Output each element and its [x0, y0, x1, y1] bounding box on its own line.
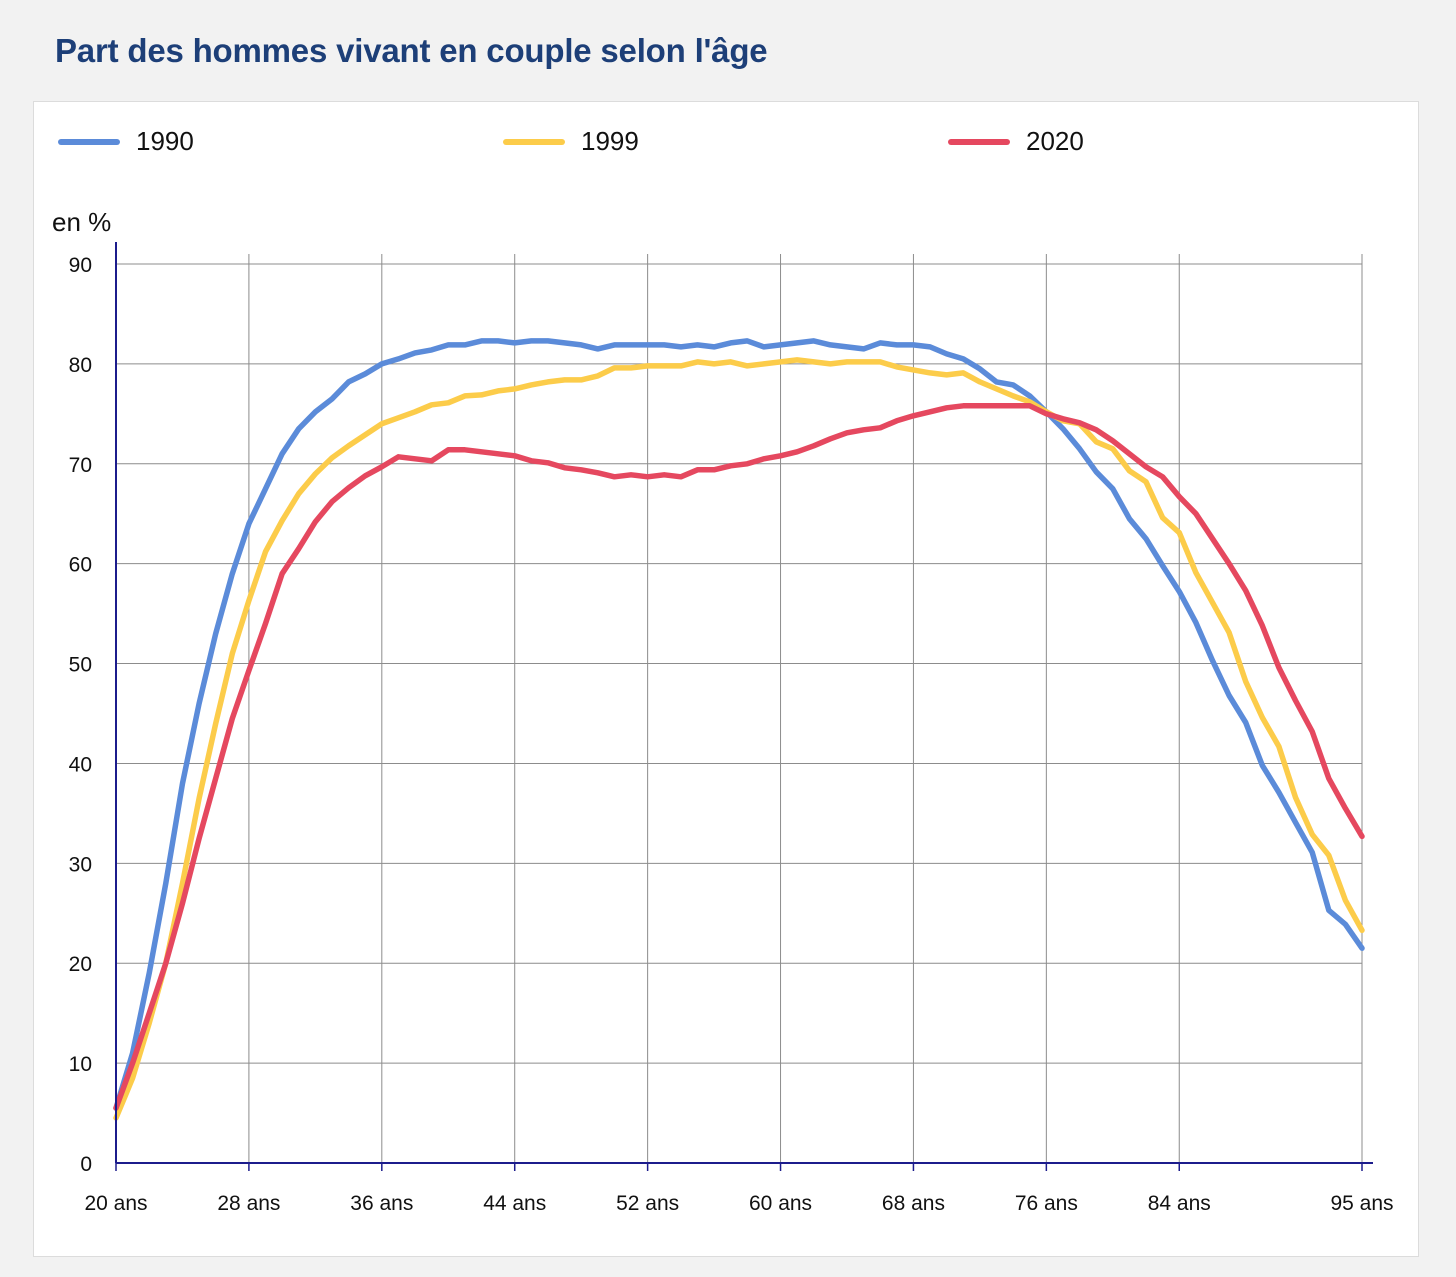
y-tick-label: 40: [69, 753, 92, 776]
x-tick-label: 68 ans: [882, 1192, 945, 1215]
y-axis-label: en %: [52, 207, 111, 237]
y-tick-label: 20: [69, 953, 92, 976]
legend-label-1990: 1990: [136, 126, 194, 156]
y-tick-label: 50: [69, 654, 92, 677]
y-tick-label: 90: [69, 254, 92, 277]
x-tick-label: 44 ans: [483, 1192, 546, 1215]
legend-swatch-1999: [503, 138, 565, 145]
x-tick-label: 84 ans: [1148, 1192, 1211, 1215]
x-tick-label: 28 ans: [217, 1192, 280, 1215]
legend-swatch-2020: [948, 138, 1010, 145]
x-tick-label: 60 ans: [749, 1192, 812, 1215]
x-tick-label: 36 ans: [350, 1192, 413, 1215]
series-line-2020: [113, 403, 1365, 1111]
series-lines: [113, 338, 1365, 1121]
legend-swatch-1990: [58, 138, 120, 145]
legend-label-2020: 2020: [1026, 126, 1084, 156]
y-tick-label: 70: [69, 454, 92, 477]
y-tick-label: 80: [69, 354, 92, 377]
legend-item-2020: 2020: [948, 126, 1084, 157]
x-tick-label: 52 ans: [616, 1192, 679, 1215]
grid-lines: [116, 254, 1363, 1163]
series-line-1990: [113, 338, 1365, 1111]
y-tick-label: 30: [69, 853, 92, 876]
x-tick-label: 20 ans: [84, 1192, 147, 1215]
series-line-1999: [113, 357, 1365, 1121]
y-tick-label: 10: [69, 1053, 92, 1076]
legend-item-1990: 1990: [58, 126, 194, 157]
legend-item-1999: 1999: [503, 126, 639, 157]
chart-title: Part des hommes vivant en couple selon l…: [55, 32, 768, 69]
y-tick-label: 60: [69, 554, 92, 577]
y-tick-label: 0: [80, 1153, 92, 1176]
axis-labels: 0 10 20 30 40 50 60 70 80 90 20 ans 28 ans 36 ans 44 …: [52, 207, 1394, 1215]
x-tick-label: 95 ans: [1330, 1192, 1393, 1215]
x-tick-label: 76 ans: [1015, 1192, 1078, 1215]
chart-card: 1990 1999 2020: [33, 101, 1419, 1257]
axes: [115, 242, 1373, 1171]
legend-label-1999: 1999: [581, 126, 639, 156]
